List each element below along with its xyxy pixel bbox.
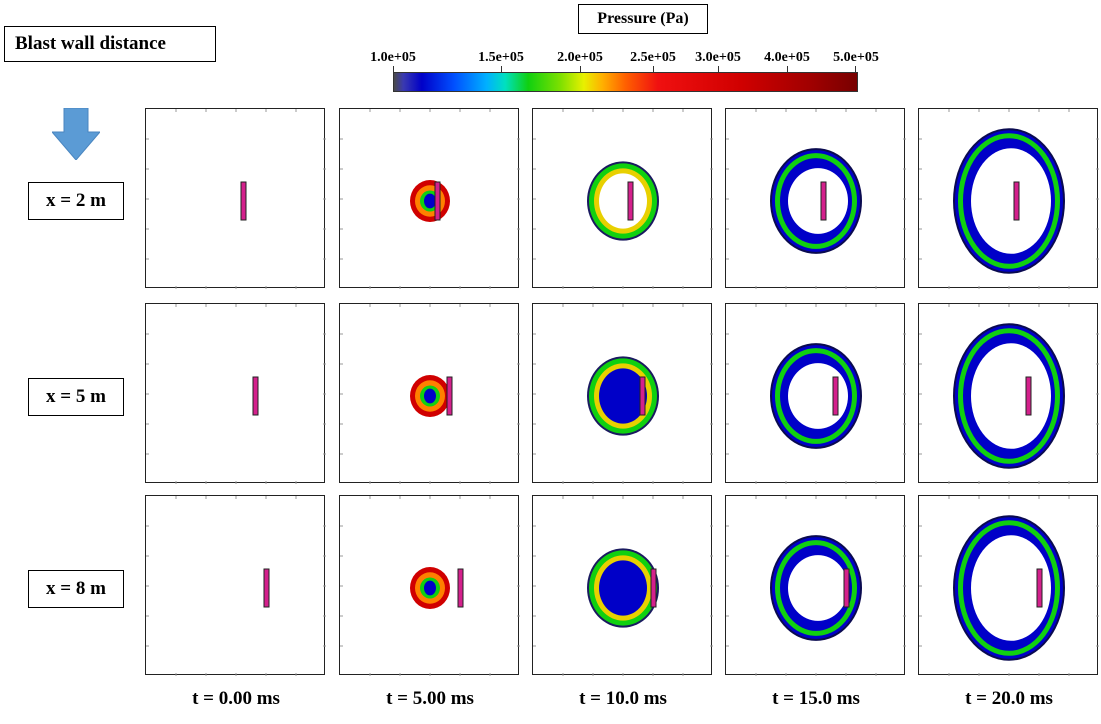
blast-wall [639, 376, 646, 416]
blast-wall-distance-label: Blast wall distance [4, 26, 216, 62]
pressure-field [146, 304, 326, 484]
blast-wave [770, 535, 862, 641]
blast-wave [953, 128, 1065, 274]
colorbar-tick [501, 66, 502, 72]
blast-wave [587, 356, 659, 436]
simulation-panel [918, 108, 1099, 289]
pressure-field [919, 109, 1099, 289]
blast-wall [457, 568, 464, 608]
simulation-panel [145, 303, 326, 484]
simulation-panel [725, 108, 906, 289]
time-label: t = 20.0 ms [965, 688, 1053, 709]
simulation-panel [725, 495, 906, 676]
time-label: t = 15.0 ms [772, 688, 860, 709]
pressure-field [146, 109, 326, 289]
row-label-x-5m: x = 5 m [28, 378, 124, 416]
pressure-field [340, 496, 520, 676]
colorbar-tick [787, 66, 788, 72]
blast-wave [410, 567, 450, 609]
simulation-panel [532, 108, 713, 289]
blast-wall [434, 181, 441, 221]
blast-wall [832, 376, 839, 416]
simulation-panel [918, 495, 1099, 676]
simulation-panel [339, 495, 520, 676]
colorbar-title: Pressure (Pa) [578, 4, 708, 34]
pressure-colorbar [393, 72, 858, 92]
blast-wall [627, 181, 634, 221]
blast-wave [953, 323, 1065, 469]
pressure-field [146, 496, 326, 676]
time-label: t = 10.0 ms [579, 688, 667, 709]
blast-wall [820, 181, 827, 221]
colorbar-tick-label: 2.5e+05 [630, 50, 676, 65]
time-label: t = 0.00 ms [192, 688, 280, 709]
colorbar-tick-label: 1.0e+05 [370, 50, 416, 65]
simulation-panel [145, 495, 326, 676]
colorbar-tick [653, 66, 654, 72]
row-label-x-8m: x = 8 m [28, 570, 124, 608]
pressure-field [533, 496, 713, 676]
colorbar-tick-label: 5.0e+05 [833, 50, 879, 65]
pressure-field [533, 109, 713, 289]
blast-wall [843, 568, 850, 608]
blast-wall [263, 568, 270, 608]
blast-wall [1013, 181, 1020, 221]
pressure-field [726, 109, 906, 289]
pressure-field [919, 496, 1099, 676]
blast-wall [240, 181, 247, 221]
simulation-panel [339, 303, 520, 484]
blast-wall [650, 568, 657, 608]
time-label: t = 5.00 ms [386, 688, 474, 709]
colorbar-tick [580, 66, 581, 72]
pressure-field [726, 496, 906, 676]
colorbar-tick-label: 1.5e+05 [478, 50, 524, 65]
blast-wall [1025, 376, 1032, 416]
colorbar-tick-label: 4.0e+05 [764, 50, 810, 65]
colorbar-tick [718, 66, 719, 72]
colorbar-tick-label: 3.0e+05 [695, 50, 741, 65]
pressure-field [919, 304, 1099, 484]
blast-wave [587, 161, 659, 241]
pressure-field [533, 304, 713, 484]
blast-wall [252, 376, 259, 416]
simulation-panel [918, 303, 1099, 484]
blast-wave [770, 343, 862, 449]
blast-wave [587, 548, 659, 628]
simulation-panel [532, 303, 713, 484]
row-label-x-2m: x = 2 m [28, 182, 124, 220]
blast-wall [446, 376, 453, 416]
pressure-field [726, 304, 906, 484]
blast-wave [770, 148, 862, 254]
blast-wave [410, 375, 450, 417]
blast-wall [1036, 568, 1043, 608]
colorbar-tick [393, 66, 394, 72]
colorbar-tick-label: 2.0e+05 [557, 50, 603, 65]
simulation-panel [532, 495, 713, 676]
colorbar-tick [855, 66, 856, 72]
blast-wave [953, 515, 1065, 661]
simulation-panel [145, 108, 326, 289]
pressure-field [340, 109, 520, 289]
blast-wave [410, 180, 450, 222]
down-arrow-icon [52, 108, 100, 160]
simulation-panel [725, 303, 906, 484]
pressure-field [340, 304, 520, 484]
simulation-panel [339, 108, 520, 289]
